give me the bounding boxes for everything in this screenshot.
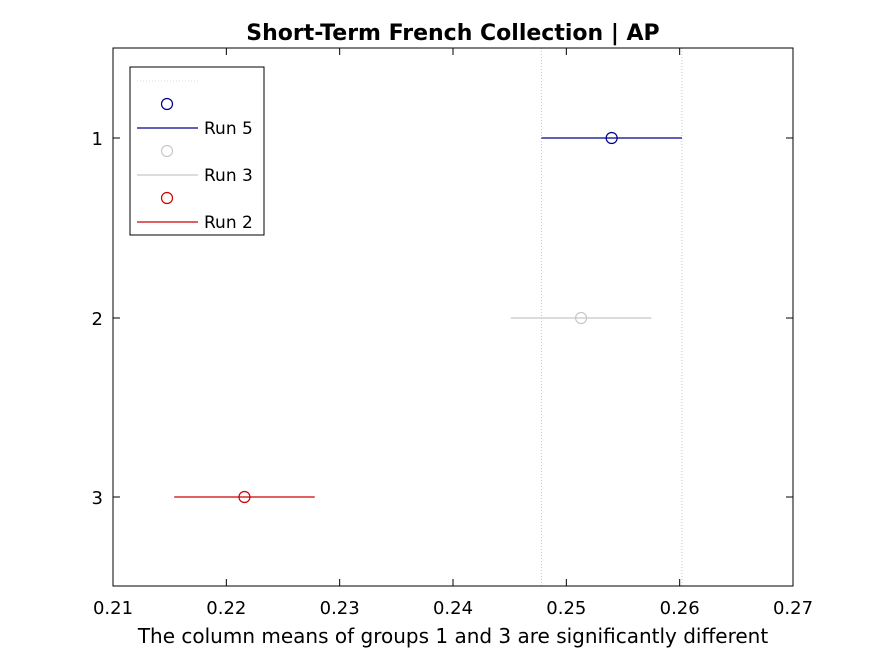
x-tick-label: 0.24 bbox=[433, 598, 473, 619]
x-tick-label: 0.25 bbox=[546, 598, 586, 619]
mean-marker bbox=[574, 311, 588, 325]
legend-label: Run 3 bbox=[204, 166, 253, 186]
legend-swatch-circle bbox=[160, 191, 174, 205]
y-tick-label: 2 bbox=[92, 309, 103, 330]
interval-group bbox=[174, 131, 682, 504]
x-axis-label: The column means of groups 1 and 3 are s… bbox=[137, 624, 769, 648]
y-axis: 1 2 3 bbox=[92, 129, 793, 509]
legend-label: Run 2 bbox=[204, 213, 253, 233]
legend-swatch-circle bbox=[160, 144, 174, 158]
x-tick-label: 0.26 bbox=[660, 598, 700, 619]
mean-marker bbox=[605, 131, 618, 145]
chart-title: Short-Term French Collection | AP bbox=[246, 21, 659, 46]
mean-marker bbox=[238, 490, 251, 504]
x-tick-label: 0.21 bbox=[93, 598, 133, 619]
legend: Run 5 Run 3 Run 2 bbox=[129, 66, 265, 236]
legend-swatch-circle bbox=[160, 97, 174, 111]
y-tick-label: 3 bbox=[92, 488, 103, 509]
x-tick-label: 0.22 bbox=[206, 598, 246, 619]
y-tick-label: 1 bbox=[92, 129, 103, 150]
x-axis: 0.21 0.22 0.23 0.24 0.25 0.26 0.27 bbox=[93, 48, 813, 619]
x-tick-label: 0.27 bbox=[773, 598, 813, 619]
legend-box bbox=[129, 66, 265, 236]
legend-label: Run 5 bbox=[204, 119, 253, 139]
x-tick-label: 0.23 bbox=[320, 598, 360, 619]
